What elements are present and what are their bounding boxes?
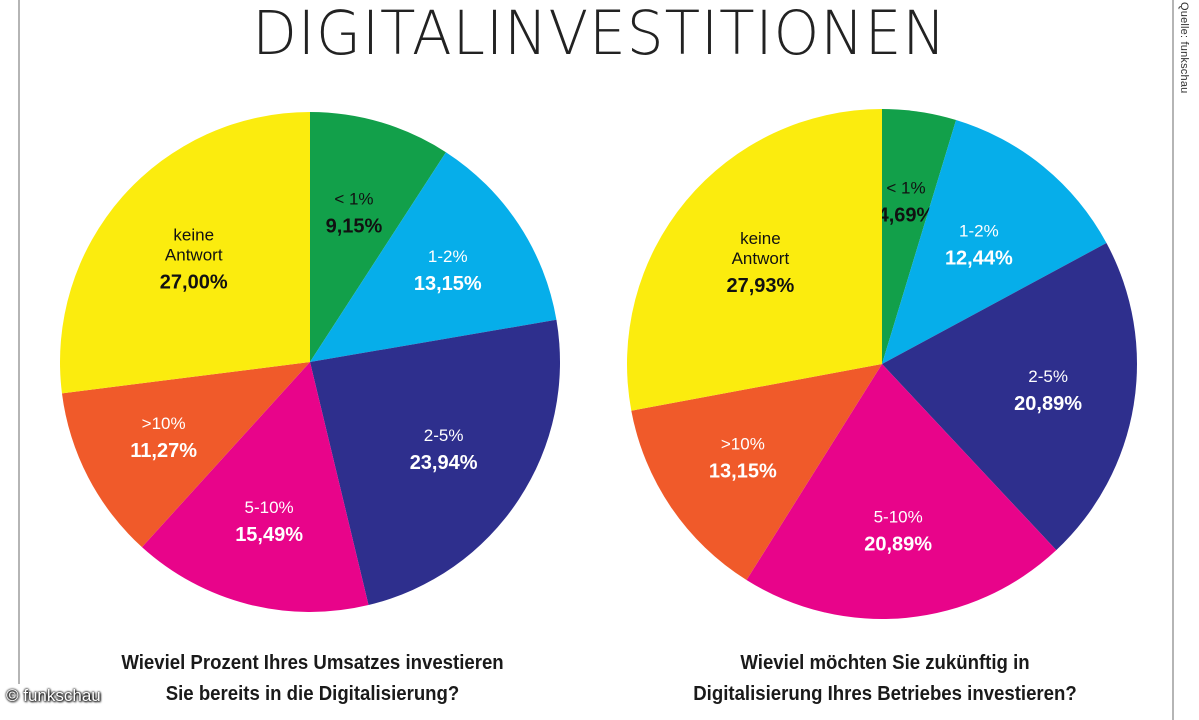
slice-category-label: 1-2% (959, 222, 999, 241)
slice-category-label: < 1% (886, 179, 925, 198)
slice-category-label: keine (740, 229, 781, 248)
slice-value-label: 27,00% (160, 271, 228, 293)
pie-slice-gt10 (61, 362, 310, 548)
pie-slice-gt10 (631, 364, 882, 581)
slice-label-group: >10% 11,27% (130, 414, 197, 462)
question-future: Wieviel möchten Sie zukünftig in Digital… (693, 652, 1077, 705)
slice-category-label: < 1% (334, 189, 373, 208)
pie-chart-current: < 1% 9,15% 1-2% 13,15% 2-5% 23,94% 5-10% 15,49%… (59, 112, 560, 612)
question-current: Wieviel Prozent Ihres Umsatzes investier… (121, 652, 504, 705)
pie-slice-1-2 (310, 152, 557, 362)
pie-slice-2-5 (882, 243, 1137, 551)
slice-category-label: Antwort (732, 249, 790, 268)
slice-value-label: 20,89% (1014, 393, 1082, 415)
slice-label-group: 1-2% 12,44% (945, 222, 1013, 270)
page-title: DIGITALINVESTITIONEN (252, 0, 947, 69)
pie-slice-5-10 (746, 364, 1057, 619)
slice-category-label: 2-5% (424, 426, 464, 445)
pie-slice-keine-antwort (627, 109, 882, 411)
slice-label-group: >10% 13,15% (709, 435, 777, 483)
slice-value-label: 27,93% (726, 275, 794, 297)
slice-label-group: 1-2% 13,15% (414, 247, 482, 295)
pie-slice-lt-1 (882, 109, 957, 364)
slice-label-group: 5-10% 20,89% (864, 508, 932, 556)
slice-category-label: 5-10% (874, 508, 923, 527)
slice-category-label: 2-5% (1028, 367, 1068, 386)
watermark: © funkschau (6, 686, 101, 705)
slice-label-group: < 1% 9,15% (326, 189, 383, 237)
slice-value-label: 12,44% (945, 248, 1013, 270)
slice-label-group: 2-5% 23,94% (410, 426, 478, 474)
slice-label-group: 5-10% 15,49% (235, 498, 303, 546)
source-credit: Quelle: funkschau (1178, 2, 1190, 94)
slice-value-label: 20,89% (864, 534, 932, 556)
slice-category-label: 1-2% (428, 247, 468, 266)
slice-value-label: 11,27% (130, 440, 197, 462)
pie-slice-1-2 (882, 119, 1107, 365)
slice-category-label: 5-10% (245, 498, 294, 517)
slice-value-label: 13,15% (709, 461, 777, 483)
pie-slice-2-5 (310, 319, 560, 606)
slice-value-label: 4,69% (878, 205, 935, 227)
slice-label-group: 2-5% 20,89% (1014, 367, 1082, 415)
pie-slice-lt-1 (310, 112, 446, 362)
slice-category-label: >10% (142, 414, 186, 433)
slice-value-label: 23,94% (410, 452, 478, 474)
frame-line-right (1172, 0, 1174, 720)
pie-slice-keine-antwort (59, 112, 310, 394)
pie-chart-future: < 1% 4,69% 1-2% 12,44% 2-5% 20,89% 5-10% 20,89%… (627, 109, 1137, 619)
frame-line-left (18, 0, 20, 684)
pie-slice-5-10 (141, 362, 369, 612)
slice-value-label: 15,49% (235, 524, 303, 546)
slice-value-label: 9,15% (326, 215, 383, 237)
slice-category-label: keine (173, 225, 214, 244)
slice-label-group: < 1% 4,69% (878, 179, 935, 227)
slice-value-label: 13,15% (414, 273, 482, 295)
slice-category-label: >10% (721, 435, 765, 454)
slice-category-label: Antwort (165, 245, 223, 264)
